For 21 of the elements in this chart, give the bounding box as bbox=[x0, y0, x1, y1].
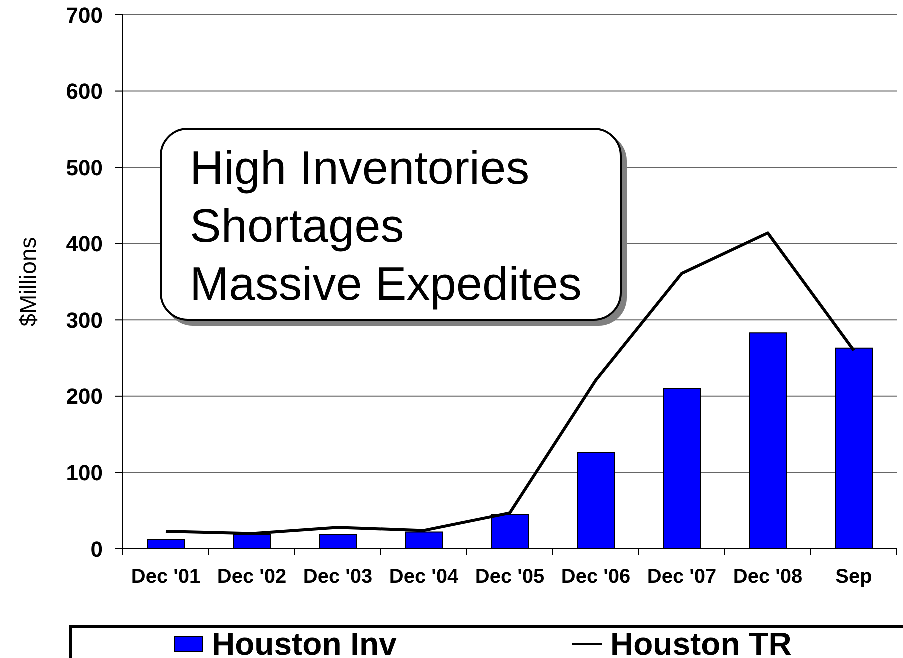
y-tick-label: 700 bbox=[66, 2, 103, 28]
y-tick-label: 100 bbox=[66, 460, 103, 486]
x-tick-label: Dec '08 bbox=[733, 566, 803, 588]
y-axis-title: $Millions bbox=[15, 237, 41, 327]
x-tick-label: Dec '04 bbox=[389, 566, 460, 588]
y-tick-label: 500 bbox=[66, 155, 103, 180]
x-tick-label: Dec '03 bbox=[303, 566, 373, 588]
y-tick-label: 600 bbox=[66, 79, 103, 104]
y-tick-label: 300 bbox=[66, 308, 103, 333]
x-tick-label: Dec '06 bbox=[561, 566, 631, 588]
x-tick-label: Dec '05 bbox=[475, 566, 545, 588]
y-tick-label: 0 bbox=[90, 536, 103, 562]
y-tick-label: 400 bbox=[66, 232, 103, 257]
y-tick-label: 200 bbox=[66, 384, 103, 410]
x-tick-label: Dec '01 bbox=[131, 566, 201, 588]
x-tick-label: Sep bbox=[836, 566, 872, 588]
legend-label: Houston Inv bbox=[212, 626, 397, 658]
x-tick-label: Dec '07 bbox=[647, 566, 717, 588]
x-tick-label: Dec '02 bbox=[217, 566, 287, 588]
legend-label: Houston TR bbox=[610, 626, 792, 658]
annotation: High Inventories Shortages Massive Expedites bbox=[190, 140, 583, 312]
